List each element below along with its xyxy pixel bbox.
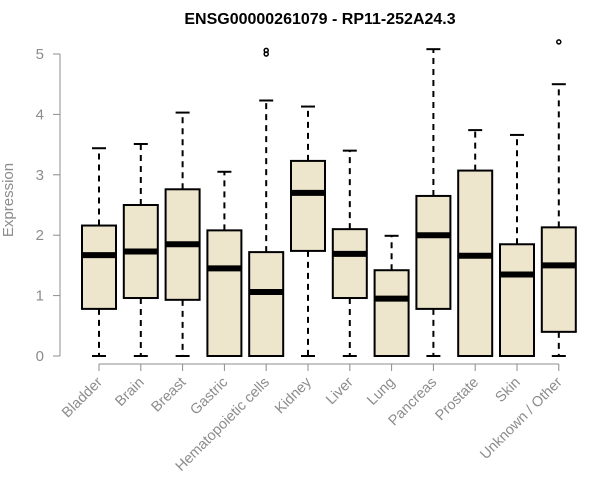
x-tick-label: Kidney [272,374,315,417]
box-group [290,105,326,357]
box-group [122,142,159,357]
box-iqr [499,243,535,357]
x-tick-label: Brain [112,375,147,410]
chart-title: ENSG00000261079 - RP11-252A24.3 [184,11,455,28]
box-iqr [206,229,243,357]
x-tick-label: Breast [148,375,189,416]
y-tick-label: 4 [36,106,44,123]
x-tick-label: Prostate [433,375,482,424]
box-iqr [248,251,285,357]
x-tick-label: Lung [364,375,398,409]
box-iqr [457,169,494,357]
outlier-point [263,47,269,54]
box-iqr [373,269,410,357]
box-group [499,133,535,357]
y-axis: 0 1 2 3 4 5 [36,46,61,365]
y-tick-label: 5 [36,46,44,63]
box-group [248,47,285,357]
y-tick-label: 3 [36,167,44,184]
box-group [373,234,410,357]
box-iqr [540,226,577,333]
box-group [457,129,494,357]
box-iqr [415,194,452,310]
box-group [415,48,452,357]
box-group [540,39,577,357]
x-tick-label: Skin [493,375,524,406]
box-group [206,170,243,357]
outlier-point [556,39,562,45]
box-iqr [81,224,117,310]
x-tick-label: Liver [323,374,357,408]
x-tick-label: Bladder [59,374,106,421]
box-series [81,39,577,357]
y-axis-label: Expression [0,163,17,237]
y-tick-label: 0 [36,348,44,365]
y-tick-label: 2 [36,227,44,244]
box-group [331,149,368,357]
box-group [164,111,201,357]
box-iqr [331,228,368,300]
y-tick-label: 1 [36,288,44,305]
box-iqr [290,159,326,252]
box-group [81,147,117,357]
